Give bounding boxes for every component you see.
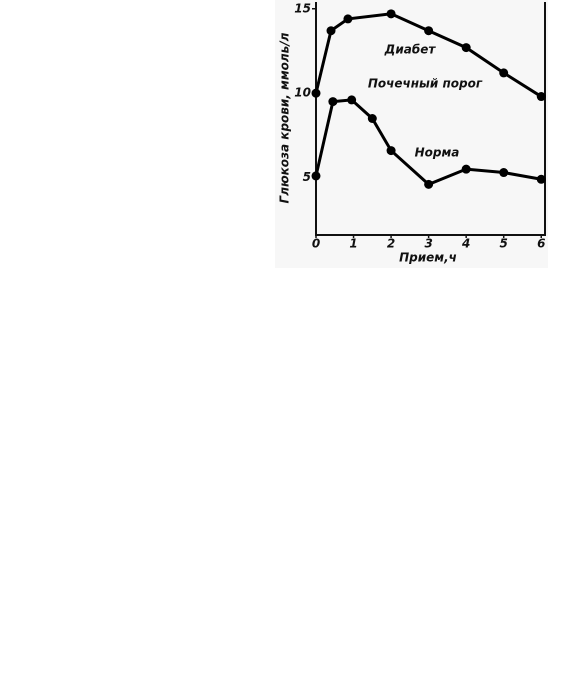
data-point — [424, 26, 434, 36]
data-point — [461, 43, 471, 53]
y-tick-label: 5 — [303, 170, 311, 184]
data-point — [386, 146, 396, 156]
data-point — [386, 9, 396, 19]
x-tick-label: 6 — [537, 237, 545, 251]
data-point — [343, 14, 353, 24]
chart-background — [275, 0, 548, 268]
x-tick-label: 1 — [349, 237, 357, 251]
y-tick-label: 15 — [294, 1, 311, 15]
x-tick-label: 2 — [387, 237, 395, 251]
annotation: Почечный порог — [368, 77, 483, 91]
data-point — [367, 114, 377, 123]
data-point — [536, 174, 546, 184]
x-axis-label: Прием,ч — [399, 251, 457, 265]
annotation: Норма — [415, 146, 460, 160]
x-tick-label: 3 — [424, 237, 432, 251]
y-tick-label: 10 — [294, 86, 311, 100]
data-point — [536, 92, 546, 102]
data-point — [499, 168, 509, 178]
data-point — [311, 88, 321, 98]
plot-frame — [315, 2, 546, 236]
y-axis-label: Глюкоза крови, ммоль/л — [278, 32, 292, 203]
data-point — [424, 179, 434, 189]
x-tick-label: 5 — [500, 237, 508, 251]
data-point — [499, 68, 509, 78]
data-point — [311, 171, 321, 181]
data-point — [347, 95, 357, 105]
data-point — [326, 26, 336, 36]
x-tick-label: 4 — [461, 237, 470, 251]
data-point — [461, 164, 471, 174]
data-point — [328, 97, 338, 107]
x-tick-label: 0 — [312, 237, 320, 251]
annotation: Диабет — [384, 43, 437, 57]
